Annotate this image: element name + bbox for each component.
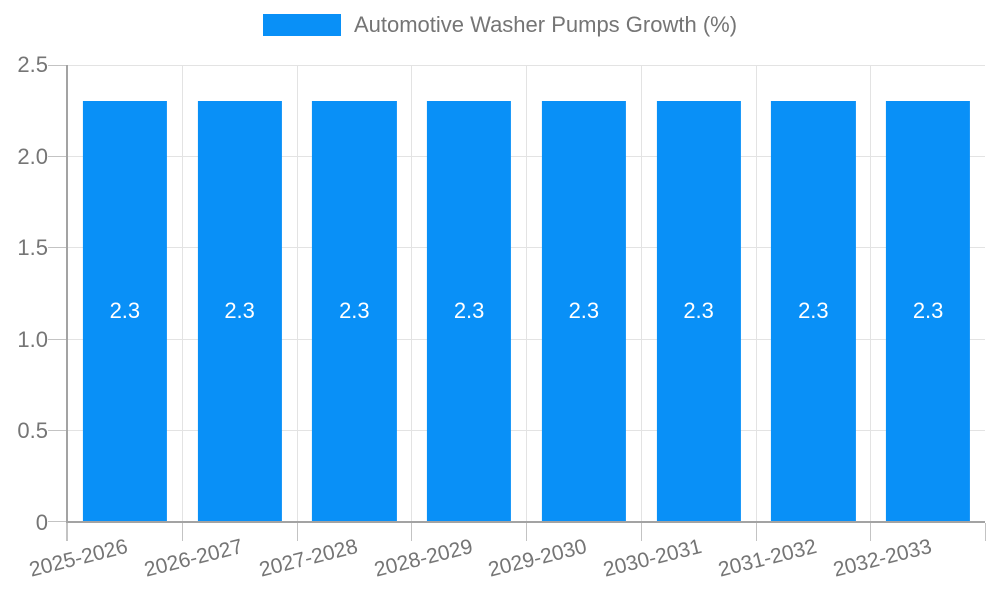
- y-tick-mark: [48, 247, 66, 249]
- bar[interactable]: 2.3: [312, 101, 397, 521]
- x-tick-mark: [296, 523, 298, 541]
- y-tick-mark: [48, 429, 66, 431]
- bar[interactable]: 2.3: [427, 101, 512, 521]
- legend-series-label: Automotive Washer Pumps Growth (%): [353, 12, 738, 37]
- bar-value-label: 2.3: [912, 298, 944, 324]
- y-axis: 0 0.5 1.0 1.5 2.0 2.5: [0, 52, 48, 535]
- bar-value-label: 2.3: [224, 298, 255, 324]
- x-tick-mark: [411, 523, 413, 541]
- bar-group: 2.3 2025-2026: [27, 65, 183, 582]
- y-tick-label: 2.0: [17, 143, 48, 169]
- y-tick-mark: [48, 65, 66, 66]
- bar[interactable]: 2.3: [771, 101, 856, 521]
- bar-value-label: 2.3: [568, 298, 600, 324]
- x-tick-label: 2025-2026: [27, 535, 131, 582]
- x-tick-label: 2029-2030: [486, 535, 590, 582]
- bar[interactable]: 2.3: [886, 101, 971, 521]
- bar-group: 2.3 2031-2032: [716, 65, 872, 582]
- chart-legend: Automotive Washer Pumps Growth (%): [0, 12, 1000, 38]
- x-tick-label: 2027-2028: [256, 535, 360, 582]
- bar-group: 2.3 2026-2027: [142, 65, 298, 582]
- y-tick-label: 1.0: [17, 326, 48, 352]
- plot-area: 2.3 2025-2026 2.3 2026-2027 2.3 2027-202…: [27, 65, 986, 582]
- y-tick-mark: [48, 338, 66, 340]
- y-tick-mark: [48, 156, 66, 158]
- bar-value-label: 2.3: [798, 298, 829, 324]
- x-tick-mark: [755, 523, 757, 541]
- x-tick-label: 2030-2031: [601, 535, 705, 582]
- x-tick-label: 2032-2033: [830, 535, 934, 582]
- x-tick-mark: [526, 523, 527, 541]
- x-tick-mark: [181, 523, 183, 541]
- x-tick-label: 2026-2027: [142, 535, 246, 582]
- bar-value-label: 2.3: [453, 298, 485, 324]
- bar-group: 2.3 2032-2033: [831, 65, 986, 582]
- bar-value-label: 2.3: [683, 298, 714, 324]
- y-tick-mark: [48, 521, 66, 522]
- y-tick-label: 2.5: [17, 52, 48, 77]
- bar[interactable]: 2.3: [541, 101, 626, 521]
- x-tick-mark: [870, 523, 872, 541]
- bar-group: 2.3 2027-2028: [257, 65, 413, 582]
- x-tick-label: 2028-2029: [371, 535, 475, 582]
- bar[interactable]: 2.3: [197, 101, 282, 521]
- y-tick-label: 0.5: [17, 418, 48, 444]
- x-tick-label: 2031-2032: [715, 535, 819, 582]
- bar[interactable]: 2.3: [82, 101, 167, 521]
- legend-swatch[interactable]: [262, 14, 341, 36]
- bar-group: 2.3 2030-2031: [601, 65, 757, 582]
- y-tick-label: 1.5: [17, 235, 48, 261]
- y-tick-label: 0: [35, 510, 48, 535]
- bar-value-label: 2.3: [109, 298, 141, 324]
- x-tick-mark: [640, 523, 642, 541]
- x-tick-mark: [985, 523, 986, 541]
- bar-series: 2.3 2025-2026 2.3 2026-2027 2.3 2027-202…: [27, 65, 986, 582]
- bar[interactable]: 2.3: [656, 101, 741, 521]
- bar-value-label: 2.3: [339, 298, 370, 324]
- bar-group: 2.3 2029-2030: [486, 65, 642, 582]
- bar-group: 2.3 2028-2029: [372, 65, 527, 582]
